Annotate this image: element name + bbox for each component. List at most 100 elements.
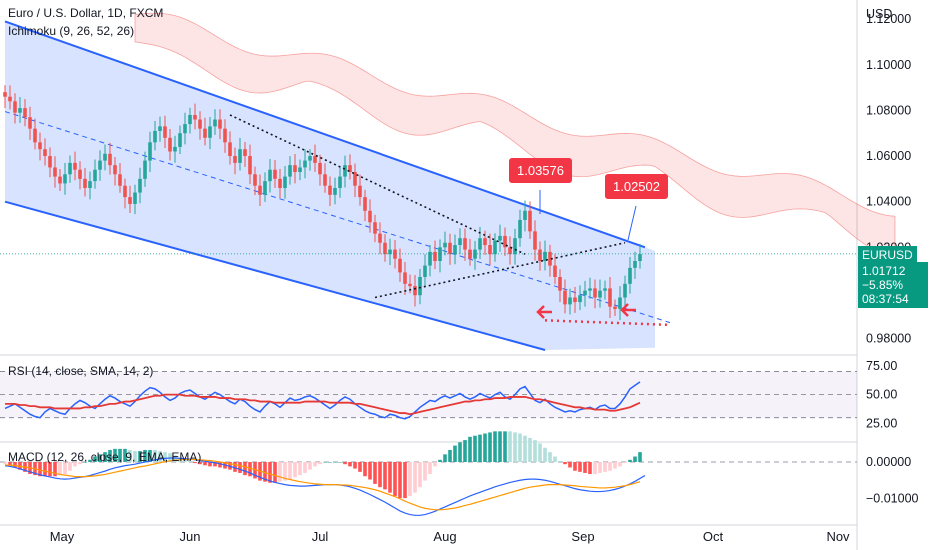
candle-body — [608, 288, 612, 307]
candle-body — [23, 108, 27, 118]
candle-body — [103, 153, 107, 161]
candle-body — [488, 245, 492, 255]
candle-body — [468, 249, 472, 259]
month-label: Jun — [180, 529, 201, 544]
price-tag-symbol: EURUSD — [858, 246, 917, 264]
candle-body — [478, 238, 482, 250]
macd-histogram-bar — [558, 460, 562, 462]
macd-histogram-bar — [618, 462, 622, 467]
macd-histogram-bar — [363, 462, 367, 477]
candle-body — [18, 108, 22, 113]
candle-body — [358, 185, 362, 198]
macd-histogram-bar — [633, 456, 637, 462]
macd-histogram-bar — [598, 462, 602, 473]
macd-histogram-bar — [613, 462, 617, 469]
candle-body — [243, 149, 247, 157]
macd-histogram-bar — [553, 456, 557, 462]
macd-histogram-bar — [308, 462, 312, 470]
currency-label: USD — [866, 7, 892, 21]
rsi-tick-label: 50.00 — [866, 388, 897, 402]
macd-histogram-bar — [378, 462, 382, 488]
macd-histogram-bar — [323, 462, 327, 463]
candle-body — [108, 153, 112, 166]
macd-histogram-bar — [518, 433, 522, 462]
macd-histogram-bar — [638, 452, 642, 462]
candle-body — [623, 283, 627, 298]
macd-histogram-bar — [243, 462, 247, 476]
macd-histogram-bar — [278, 462, 282, 482]
candle-body — [188, 114, 192, 125]
price-tick-label: 1.10000 — [866, 58, 911, 72]
macd-histogram-bar — [163, 452, 167, 462]
macd-histogram-bar — [458, 442, 462, 462]
candle-body — [118, 174, 122, 186]
macd-histogram-bar — [493, 431, 497, 462]
candle-body — [338, 176, 342, 188]
arrow-left-icon — [536, 305, 552, 319]
candle-body — [163, 126, 167, 138]
macd-histogram-bar — [343, 462, 347, 465]
candle-body — [418, 276, 422, 296]
candle-body — [638, 254, 642, 262]
candle-body — [628, 267, 632, 284]
candle-body — [453, 245, 457, 255]
macd-histogram-bar — [203, 462, 207, 466]
macd-histogram-bar — [183, 459, 187, 462]
candle-body — [408, 283, 412, 287]
candle-body — [93, 169, 97, 182]
candle-body — [563, 290, 567, 305]
candle-body — [428, 251, 432, 266]
macd-histogram-bar — [368, 462, 372, 480]
macd-histogram-bar — [123, 448, 127, 462]
macd-histogram-bar — [608, 462, 612, 471]
candle-body — [583, 290, 587, 296]
candle-body — [518, 219, 522, 239]
macd-histogram-bar — [398, 462, 402, 499]
candle-body — [283, 176, 287, 188]
month-label: Nov — [826, 529, 850, 544]
candle-body — [13, 101, 17, 113]
macd-histogram-bar — [318, 462, 322, 465]
macd-histogram-bar — [473, 435, 477, 462]
macd-histogram-bar — [303, 462, 307, 473]
macd-histogram-bar — [288, 462, 292, 480]
macd-histogram-bar — [173, 455, 177, 462]
month-label: May — [50, 529, 75, 544]
price-tick-label: 1.04000 — [866, 195, 911, 209]
macd-histogram-bar — [88, 459, 92, 462]
candle-body — [508, 247, 512, 255]
macd-histogram-bar — [113, 448, 117, 462]
macd-histogram-bar — [388, 462, 392, 493]
candle-body — [498, 235, 502, 241]
month-label: Sep — [571, 529, 594, 544]
candle-body — [538, 249, 542, 262]
candle-body — [273, 169, 277, 179]
candle-body — [633, 261, 637, 268]
macd-histogram-bar — [148, 449, 152, 462]
macd-histogram-bar — [543, 447, 547, 462]
candle-body — [413, 286, 417, 296]
candle-body — [353, 172, 357, 186]
macd-histogram-bar — [158, 451, 162, 462]
price-callout-1: 1.03576 — [509, 158, 572, 183]
candle-body — [348, 165, 352, 173]
macd-histogram-bar — [528, 437, 532, 462]
candle-body — [203, 128, 207, 138]
candle-body — [158, 126, 162, 131]
candle-body — [438, 247, 442, 262]
candle-body — [228, 142, 232, 157]
macd-histogram-bar — [478, 434, 482, 462]
candle-body — [248, 156, 252, 175]
price-callout-2: 1.02502 — [605, 174, 668, 199]
candle-body — [183, 124, 187, 134]
candle-body — [598, 290, 602, 298]
rsi-tick-label: 75.00 — [866, 359, 897, 373]
candle-body — [138, 178, 142, 193]
candle-body — [238, 149, 242, 163]
candle-body — [288, 165, 292, 177]
macd-histogram-bar — [483, 433, 487, 462]
candle-body — [483, 238, 487, 246]
candle-body — [318, 162, 322, 175]
macd-histogram-bar — [488, 432, 492, 462]
